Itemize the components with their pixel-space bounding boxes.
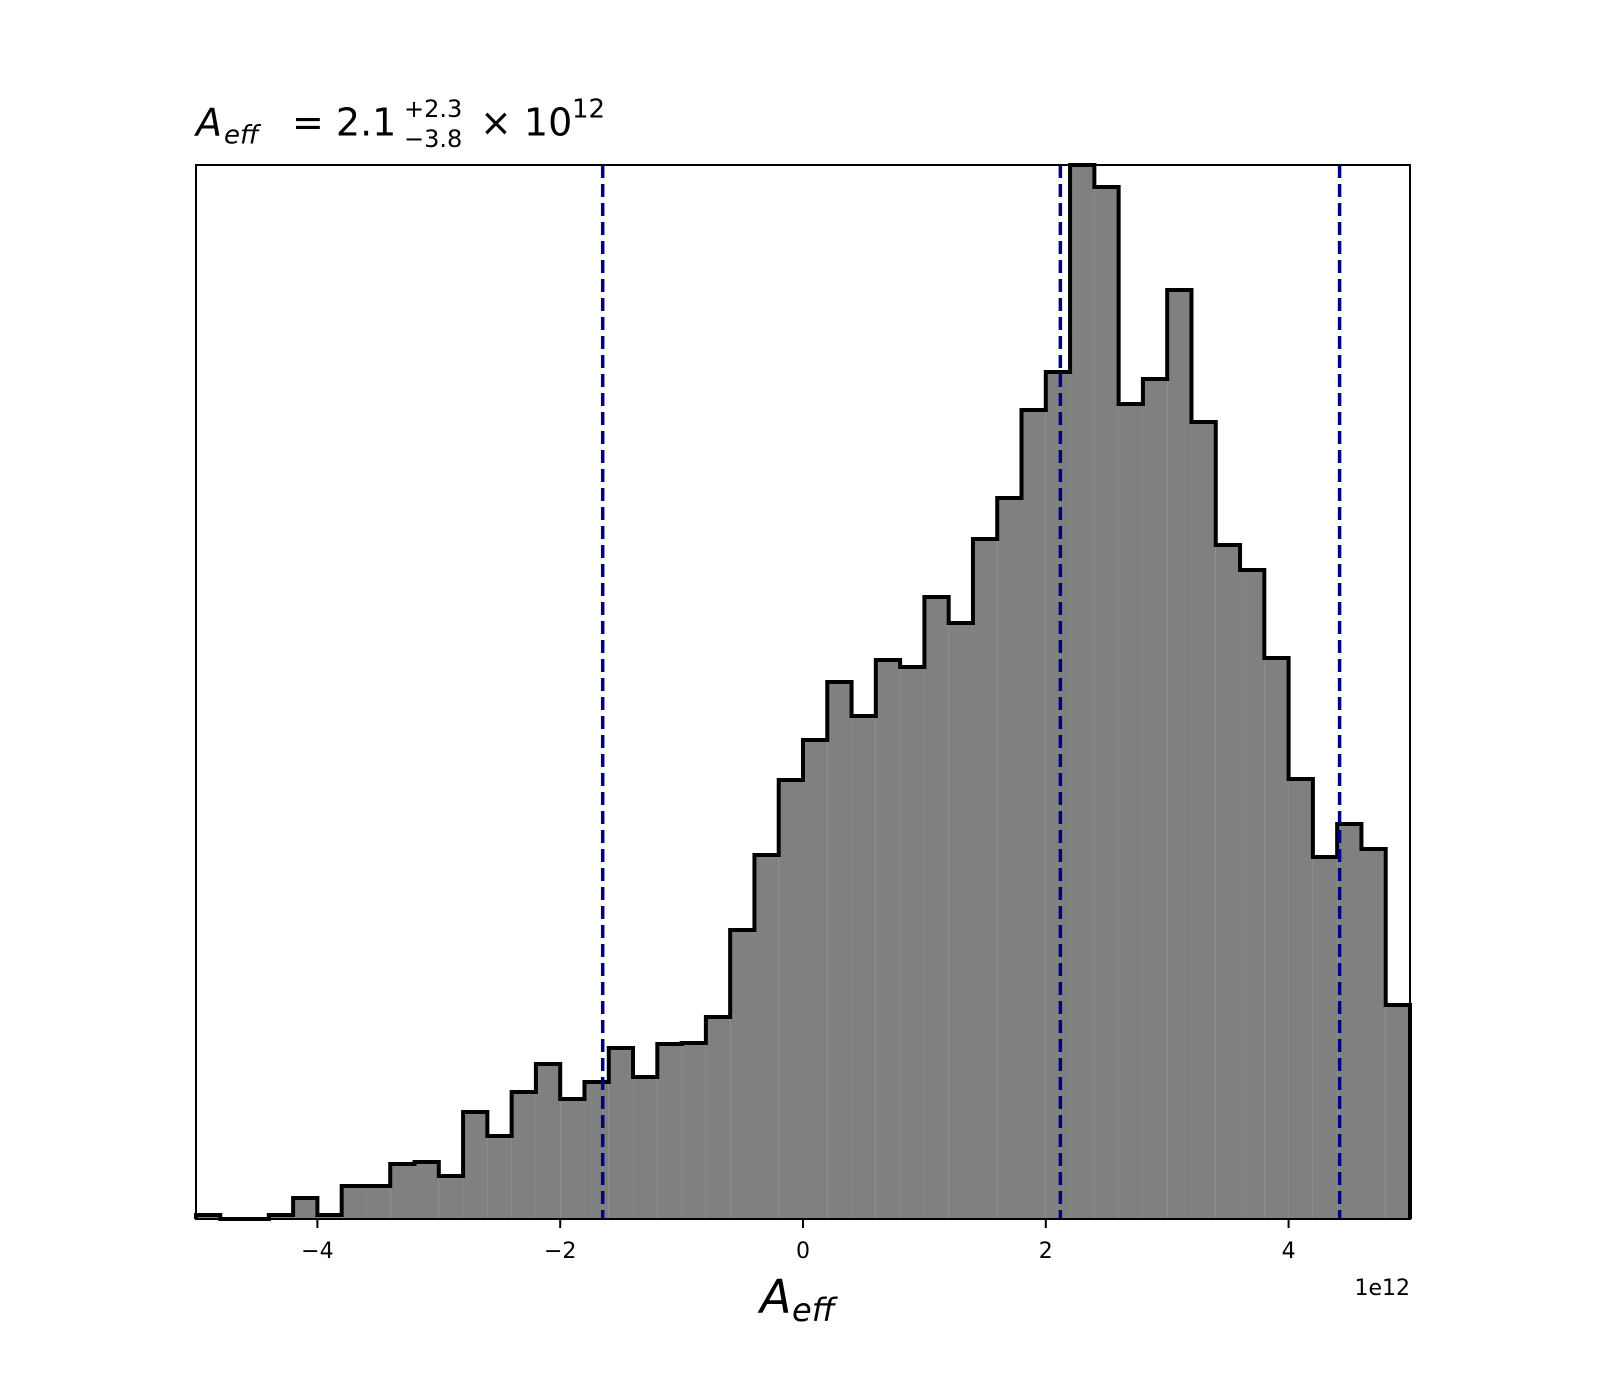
x-tick-label: 4 — [1282, 1239, 1296, 1264]
bar — [1118, 404, 1143, 1219]
title-symbol: A — [193, 101, 222, 145]
bar — [972, 539, 998, 1219]
bar — [851, 716, 876, 1219]
bar — [1215, 545, 1241, 1219]
bar — [633, 1077, 658, 1219]
bar — [900, 667, 925, 1219]
bar — [511, 1092, 536, 1219]
bar — [341, 1186, 366, 1219]
bar — [948, 623, 973, 1219]
bar — [730, 930, 755, 1219]
bar — [754, 855, 779, 1219]
bar — [827, 682, 852, 1219]
bar — [997, 498, 1022, 1219]
x-label-symbol: A — [757, 1270, 791, 1324]
bar — [1361, 849, 1386, 1219]
x-tick-label: 2 — [1039, 1239, 1053, 1264]
bar — [875, 660, 901, 1219]
bar-outline — [194, 163, 1412, 1221]
bar — [803, 740, 828, 1219]
bar — [681, 1043, 706, 1219]
bar — [924, 597, 949, 1219]
bar — [1264, 658, 1289, 1219]
bar — [1240, 570, 1265, 1219]
bar — [1312, 857, 1338, 1219]
bar — [657, 1044, 682, 1219]
bar — [1070, 165, 1095, 1219]
bar — [487, 1136, 512, 1219]
title-upper: +2.3 — [404, 95, 462, 123]
bar — [1045, 372, 1071, 1219]
title-value: = 2.1 — [292, 101, 396, 145]
bar — [390, 1164, 415, 1219]
bar — [1021, 410, 1046, 1219]
bar — [414, 1162, 439, 1219]
bar — [1167, 290, 1192, 1219]
bar — [365, 1186, 391, 1219]
title-subscript: eff — [224, 121, 262, 151]
bar — [608, 1048, 634, 1219]
bar — [438, 1176, 464, 1219]
offset-text: 1e12 — [1354, 1276, 1410, 1301]
bar — [535, 1064, 561, 1219]
bar — [1191, 422, 1216, 1219]
title-lower: −3.8 — [404, 125, 462, 153]
bar — [1094, 187, 1119, 1219]
title-times: × 10 — [480, 101, 572, 145]
x-tick-label: −4 — [301, 1239, 333, 1264]
bar — [1142, 379, 1168, 1219]
x-tick-label: −2 — [544, 1239, 576, 1264]
bar — [584, 1082, 609, 1219]
bar — [778, 780, 803, 1219]
x-label-subscript: eff — [792, 1291, 839, 1329]
bar — [1288, 779, 1313, 1219]
bar — [463, 1112, 488, 1219]
bar — [1385, 1005, 1410, 1219]
title-exponent: 12 — [572, 95, 605, 125]
x-tick-label: 0 — [796, 1239, 810, 1264]
bar — [560, 1099, 585, 1219]
bar — [705, 1017, 731, 1219]
bar — [293, 1198, 318, 1219]
